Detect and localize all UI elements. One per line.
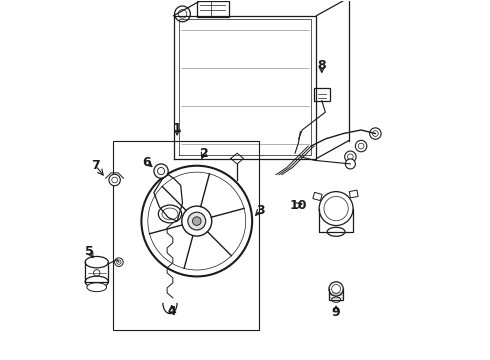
Text: 10: 10 (289, 198, 307, 212)
Circle shape (188, 212, 206, 230)
Circle shape (369, 128, 381, 139)
Text: 4: 4 (168, 305, 176, 318)
Text: 5: 5 (85, 245, 94, 258)
Ellipse shape (332, 297, 341, 302)
Circle shape (115, 258, 123, 266)
Circle shape (193, 217, 201, 225)
Ellipse shape (327, 227, 345, 236)
Bar (197, 1, 229, 18)
Text: 2: 2 (199, 147, 208, 160)
Circle shape (344, 151, 356, 162)
Text: 3: 3 (256, 204, 265, 217)
Bar (349, 190, 358, 198)
Circle shape (109, 174, 121, 186)
Circle shape (174, 6, 190, 22)
Circle shape (154, 164, 168, 178)
Circle shape (355, 140, 367, 152)
Ellipse shape (85, 256, 108, 268)
Bar (313, 192, 322, 201)
Text: 9: 9 (332, 306, 341, 319)
Bar (113, 141, 259, 330)
FancyBboxPatch shape (314, 88, 330, 101)
Text: 8: 8 (318, 59, 326, 72)
Text: 6: 6 (143, 156, 151, 168)
Text: 1: 1 (173, 122, 181, 135)
Ellipse shape (87, 283, 107, 292)
Text: 7: 7 (91, 159, 100, 172)
Circle shape (345, 159, 355, 169)
Ellipse shape (85, 276, 108, 288)
